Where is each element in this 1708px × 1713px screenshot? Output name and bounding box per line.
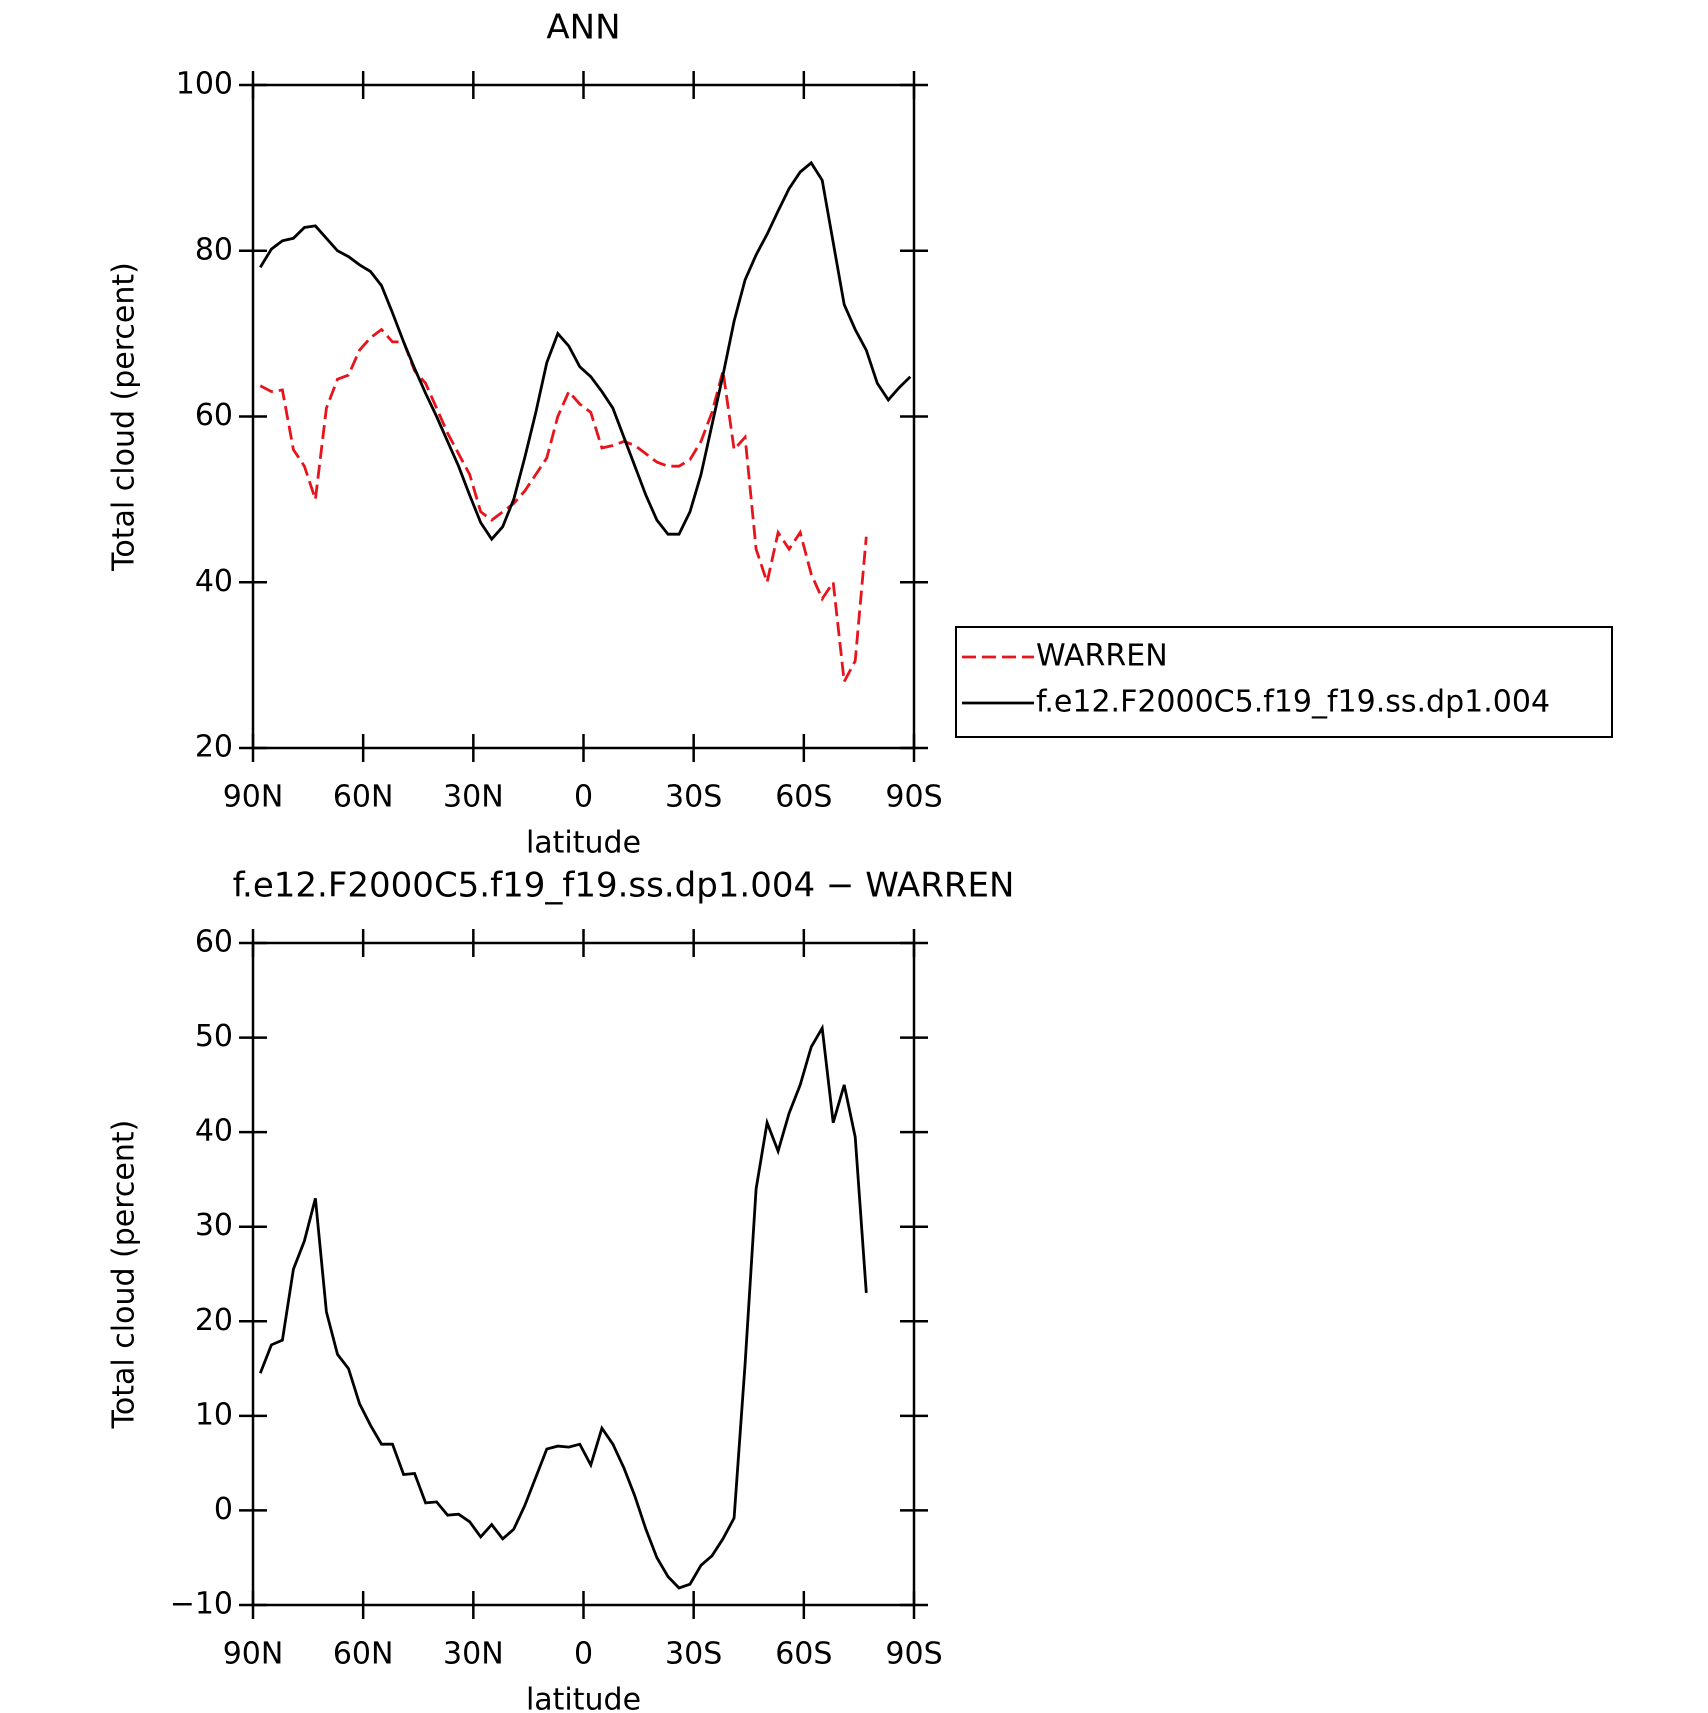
x-tick-label: 90N bbox=[223, 780, 284, 815]
y-tick-label: 10 bbox=[195, 1397, 233, 1432]
x-tick-label: 30S bbox=[665, 1637, 722, 1672]
data-line bbox=[258, 1023, 868, 1590]
y-tick-label: 0 bbox=[214, 1492, 233, 1527]
x-tick-label: 30N bbox=[443, 780, 504, 815]
x-tick-label: 60S bbox=[775, 1637, 832, 1672]
y-tick-label: 60 bbox=[195, 925, 233, 960]
plot-frame bbox=[251, 941, 916, 1607]
x-tick-label: 90N bbox=[223, 1637, 284, 1672]
x-tick-label: 60N bbox=[333, 1637, 394, 1672]
data-line bbox=[259, 327, 868, 687]
x-tick-label: 30N bbox=[443, 1637, 504, 1672]
plot-frame bbox=[251, 83, 916, 750]
data-line bbox=[259, 160, 912, 542]
legend-label: WARREN bbox=[1036, 639, 1168, 674]
x-tick-label: 30S bbox=[665, 780, 722, 815]
legend: WARREN f.e12.F2000C5.f19_f19.ss.dp1.004 bbox=[955, 626, 1613, 738]
y-tick-label: 20 bbox=[195, 730, 233, 765]
legend-box bbox=[955, 626, 1613, 738]
y-tick-label: 30 bbox=[195, 1208, 233, 1243]
y-tick-label: 50 bbox=[195, 1019, 233, 1054]
x-tick-label: 60S bbox=[775, 780, 832, 815]
x-tick-label: 0 bbox=[574, 1637, 593, 1672]
y-tick-label: 40 bbox=[195, 1114, 233, 1149]
y-tick-label: 60 bbox=[195, 398, 233, 433]
x-tick-label: 60N bbox=[333, 780, 394, 815]
y-axis-label: Total cloud (percent) bbox=[107, 262, 142, 572]
x-axis-label: latitude bbox=[526, 826, 641, 861]
y-tick-label: 100 bbox=[176, 67, 233, 102]
y-axis-label: Total cloud (percent) bbox=[107, 1120, 142, 1430]
y-tick-label: 40 bbox=[195, 564, 233, 599]
y-tick-label: 80 bbox=[195, 232, 233, 267]
x-tick-label: 0 bbox=[574, 780, 593, 815]
y-tick-label: −10 bbox=[170, 1587, 233, 1622]
legend-label: f.e12.F2000C5.f19_f19.ss.dp1.004 bbox=[1036, 685, 1550, 720]
x-axis-label: latitude bbox=[526, 1683, 641, 1713]
x-tick-label: 90S bbox=[885, 1637, 942, 1672]
chart-title: ANN bbox=[546, 8, 620, 48]
chart-title: f.e12.F2000C5.f19_f19.ss.dp1.004 − WARRE… bbox=[233, 866, 1015, 906]
y-tick-label: 20 bbox=[195, 1303, 233, 1338]
x-tick-label: 90S bbox=[885, 780, 942, 815]
